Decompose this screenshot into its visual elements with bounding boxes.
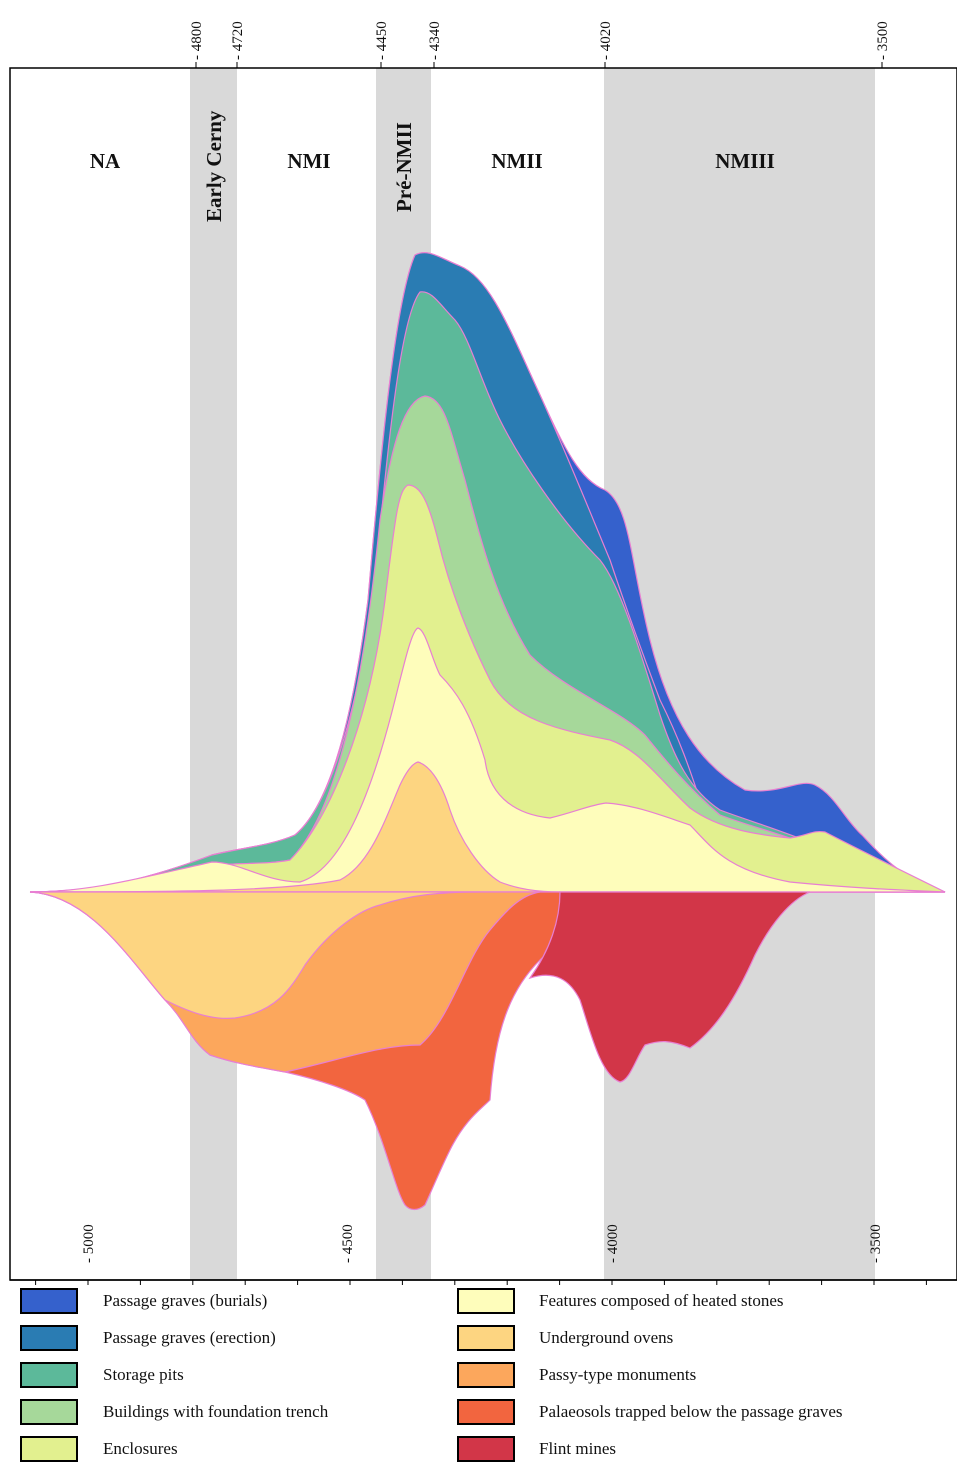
layer-underground-ovens-lower — [29, 891, 481, 1020]
period-label-na: NA — [90, 149, 121, 173]
legend-label: Palaeosols trapped below the passage gra… — [539, 1402, 843, 1421]
bottom-tick-label-4500: - 4500 — [340, 1224, 356, 1263]
upper-stream — [29, 252, 946, 893]
legend-label: Enclosures — [103, 1439, 178, 1458]
legend-swatch — [20, 1399, 78, 1425]
legend-swatch — [457, 1399, 515, 1425]
top-tick-label-4450: - 4450 — [374, 21, 390, 60]
period-band-early-cerny — [190, 68, 237, 1280]
top-tick-label-3500: - 3500 — [875, 21, 891, 60]
period-label-early-cerny: Early Cerny — [202, 110, 226, 222]
layer-underground-ovens-upper — [29, 761, 561, 893]
legend-label: Buildings with foundation trench — [103, 1402, 329, 1421]
bottom-tick-label-4000: - 4000 — [605, 1224, 621, 1263]
legend: Passage graves (burials) Passage graves … — [0, 1285, 957, 1467]
legend-swatch — [457, 1325, 515, 1351]
legend-swatch — [20, 1325, 78, 1351]
period-label-pre-nmii: Pré-NMII — [392, 122, 416, 212]
period-label-nmii: NMII — [491, 149, 542, 173]
bottom-axis: - 5000 - 4500 - 4000 - 3500 — [10, 1224, 957, 1285]
legend-swatch — [20, 1436, 78, 1462]
legend-swatch — [457, 1362, 515, 1388]
lower-stream — [29, 891, 811, 1211]
legend-swatch — [457, 1436, 515, 1462]
top-tick-label-4020: - 4020 — [598, 21, 614, 60]
minor-ticks — [35, 1280, 927, 1285]
period-labels: NA Early Cerny NMI Pré-NMII NMII NMIII — [90, 110, 775, 222]
layer-heated-stones — [29, 627, 946, 893]
legend-label: Passage graves (erection) — [103, 1328, 276, 1347]
top-axis: - 4800 - 4720 - 4450 - 4340 - 4020 - 350… — [189, 21, 891, 68]
legend-label: Storage pits — [103, 1365, 184, 1384]
legend-label: Flint mines — [539, 1439, 616, 1458]
top-tick-label-4800: - 4800 — [189, 21, 205, 60]
layer-enclosures — [29, 484, 946, 893]
legend-label: Passy-type monuments — [539, 1365, 697, 1384]
top-tick-label-4720: - 4720 — [230, 21, 246, 60]
legend-label: Underground ovens — [539, 1328, 674, 1347]
bottom-tick-label-5000: - 5000 — [81, 1224, 97, 1263]
legend-swatch — [20, 1362, 78, 1388]
legend-swatch — [457, 1288, 515, 1314]
streamgraph-chart: - 4800 - 4720 - 4450 - 4340 - 4020 - 350… — [9, 21, 957, 1285]
legend-label: Features composed of heated stones — [539, 1291, 784, 1310]
layer-flint-mines — [528, 891, 811, 1083]
legend-label: Passage graves (burials) — [103, 1291, 268, 1310]
period-label-nmi: NMI — [287, 149, 330, 173]
legend-swatch — [20, 1288, 78, 1314]
bottom-tick-label-3500: - 3500 — [868, 1224, 884, 1263]
top-tick-label-4340: - 4340 — [427, 21, 443, 60]
period-label-nmiii: NMIII — [715, 149, 775, 173]
